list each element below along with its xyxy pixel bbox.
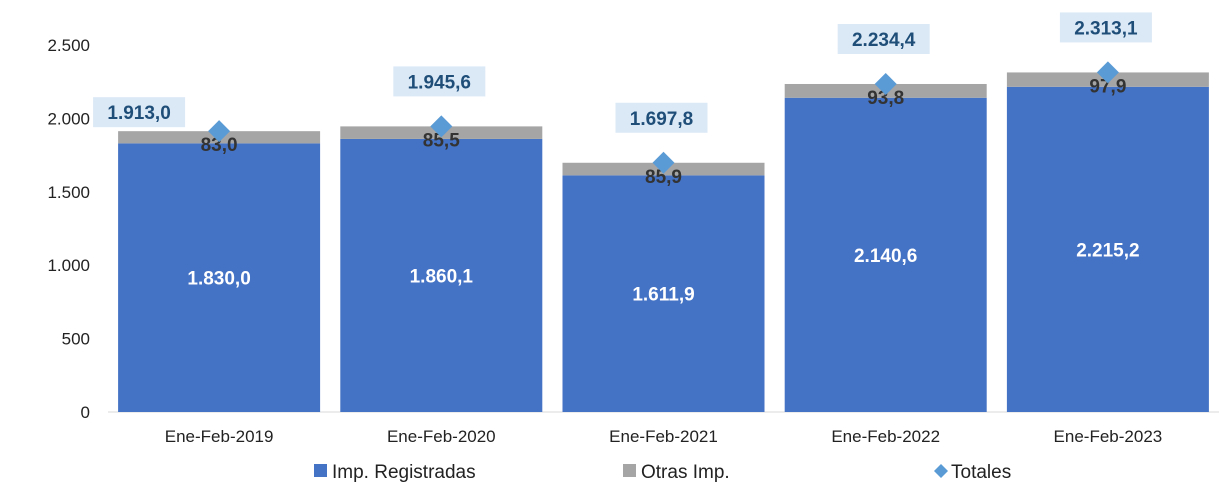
data-label-otras-imp: 85,5 — [423, 130, 460, 151]
label-layer: 1.830,0 83,0 1.913,0 1.860,1 85,5 1.945,6 1.61… — [93, 12, 1152, 306]
bar-imp-registradas — [784, 97, 987, 412]
x-tick-label: Ene-Feb-2021 — [609, 427, 718, 446]
x-tick-label: Ene-Feb-2022 — [831, 427, 940, 446]
data-label-imp-registradas: 1.860,1 — [410, 266, 474, 287]
bar-imp-registradas — [1006, 86, 1209, 412]
axis-layer: 0 500 1.000 1.500 2.000 2.500 Ene-Feb-2019 Ene-… — [47, 36, 1219, 446]
y-tick-label: 0 — [81, 403, 90, 422]
data-label-otras-imp: 83,0 — [201, 135, 238, 156]
x-tick-label: Ene-Feb-2019 — [165, 427, 274, 446]
y-tick-label: 500 — [62, 330, 90, 349]
data-label-otras-imp: 93,8 — [867, 88, 904, 109]
bar-layer — [118, 72, 1209, 412]
data-label-imp-registradas: 1.830,0 — [187, 269, 250, 290]
x-tick-label: Ene-Feb-2020 — [387, 427, 496, 446]
legend-swatch-imp-registradas — [314, 464, 327, 477]
data-label-imp-registradas: 2.215,2 — [1076, 240, 1139, 261]
legend-swatch-totales — [934, 464, 948, 478]
total-marker — [208, 120, 231, 143]
bar-imp-registradas — [562, 175, 765, 412]
total-label: 2.313,1 — [1074, 18, 1138, 39]
total-label-box — [1059, 12, 1152, 43]
total-marker — [1096, 61, 1119, 84]
data-label-otras-imp: 97,9 — [1089, 76, 1126, 97]
legend-label-imp-registradas: Imp. Registradas — [332, 462, 476, 483]
legend-label-totales: Totales — [951, 462, 1011, 483]
y-tick-label: 1.500 — [47, 183, 90, 202]
legend-label-otras-imp: Otras Imp. — [641, 462, 730, 483]
total-label: 2.234,4 — [852, 30, 916, 51]
x-tick-label: Ene-Feb-2023 — [1054, 427, 1163, 446]
y-tick-label: 2.500 — [47, 36, 90, 55]
total-marker — [874, 72, 897, 95]
data-label-otras-imp: 85,9 — [645, 167, 682, 188]
y-tick-label: 1.000 — [47, 256, 90, 275]
total-label-box — [393, 66, 486, 97]
total-label-box — [615, 102, 708, 133]
total-marker — [430, 115, 453, 138]
legend: Imp. Registradas Otras Imp. Totales — [314, 462, 1011, 483]
total-label: 1.913,0 — [107, 103, 170, 124]
total-marker — [652, 151, 675, 174]
y-tick-label: 2.000 — [47, 109, 90, 128]
bar-imp-registradas — [118, 143, 321, 412]
total-label: 1.697,8 — [630, 109, 693, 130]
total-label-box — [837, 23, 930, 54]
total-label: 1.945,6 — [408, 72, 471, 93]
data-label-imp-registradas: 2.140,6 — [854, 246, 917, 267]
legend-swatch-otras-imp — [623, 464, 636, 477]
data-label-imp-registradas: 1.611,9 — [632, 285, 694, 306]
bar-imp-registradas — [340, 138, 543, 412]
total-label-box — [93, 97, 186, 128]
